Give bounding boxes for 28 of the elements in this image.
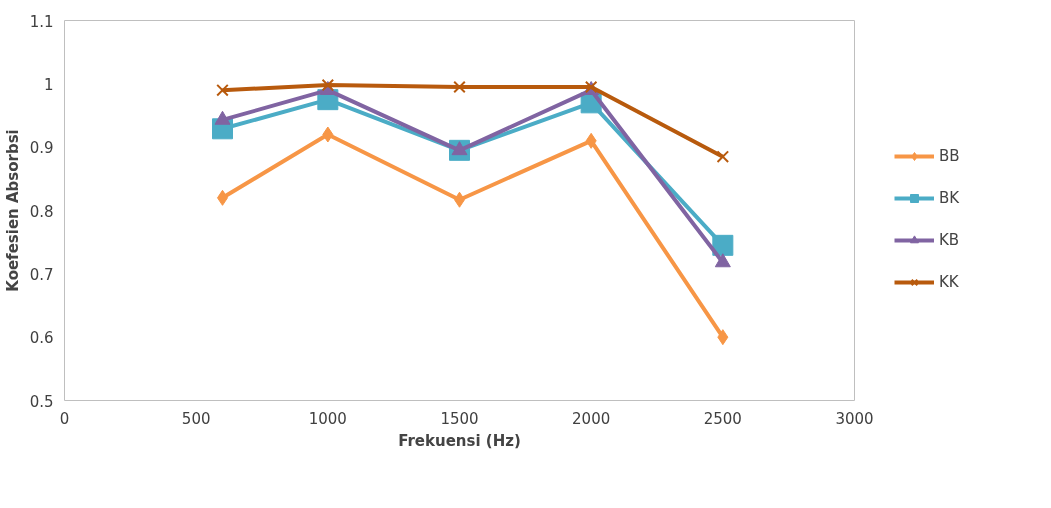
- y-tick-label: 1.1: [29, 12, 54, 31]
- point: [712, 234, 734, 256]
- legend-label: BK: [939, 189, 960, 207]
- y-tick-label: 1: [43, 75, 54, 94]
- x-tick-label: 3000: [835, 409, 874, 428]
- legend-label: BB: [939, 147, 960, 165]
- y-tick-label: 0.5: [29, 392, 54, 411]
- point: [585, 132, 597, 149]
- point: [717, 329, 729, 346]
- x-tick-label: 1000: [308, 409, 347, 428]
- x-tick-label: 0: [59, 409, 70, 428]
- point: [714, 253, 731, 268]
- y-tick-label: 0.7: [29, 265, 54, 284]
- point: [216, 83, 229, 97]
- x-axis-title: Frekuensi (Hz): [398, 431, 521, 450]
- legend-label: KK: [939, 273, 959, 291]
- y-axis-title: Koefesien Absorbsi: [3, 129, 22, 292]
- x-tick-label: 2000: [572, 409, 611, 428]
- legend-label: KB: [939, 231, 960, 249]
- x-tick-label: 1500: [440, 409, 479, 428]
- x-tick-label: 500: [181, 409, 211, 428]
- y-tick-label: 0.9: [29, 139, 54, 158]
- x-tick-label: 2500: [703, 409, 742, 428]
- point: [322, 126, 334, 143]
- point: [453, 80, 466, 94]
- y-tick-label: 0.6: [29, 329, 54, 348]
- y-tick-label: 0.8: [29, 202, 54, 221]
- point: [716, 150, 730, 163]
